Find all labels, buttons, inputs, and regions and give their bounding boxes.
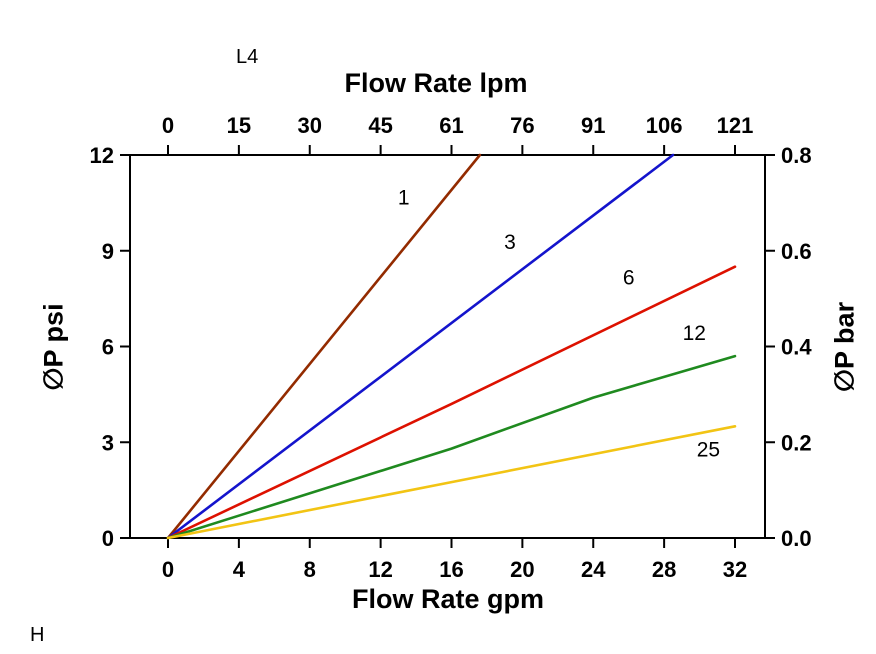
series-label-3: 3 bbox=[504, 231, 516, 254]
bottom-tick-label: 8 bbox=[304, 557, 316, 582]
bottom-tick-label: 0 bbox=[162, 557, 174, 582]
series-label-25: 25 bbox=[697, 439, 720, 462]
top-tick-label: 106 bbox=[646, 113, 683, 138]
bottom-tick-label: 28 bbox=[652, 557, 676, 582]
top-tick-label: 15 bbox=[227, 113, 251, 138]
bottom-tick-label: 24 bbox=[581, 557, 606, 582]
bottom-tick-label: 4 bbox=[233, 557, 246, 582]
series-label-1: 1 bbox=[398, 186, 410, 209]
series-label-6: 6 bbox=[623, 266, 635, 289]
right-tick-label: 0.4 bbox=[781, 335, 812, 360]
top-tick-label: 121 bbox=[717, 113, 754, 138]
left-tick-label: 0 bbox=[102, 526, 114, 551]
left-tick-label: 6 bbox=[102, 335, 114, 360]
series-line-6 bbox=[166, 265, 737, 540]
top-tick-label: 0 bbox=[162, 113, 174, 138]
series-line-12 bbox=[166, 354, 737, 540]
series-line-1 bbox=[166, 153, 482, 540]
top-tick-label: 45 bbox=[368, 113, 392, 138]
left-tick-label: 12 bbox=[90, 143, 114, 168]
bottom-tick-label: 32 bbox=[723, 557, 747, 582]
series-line-3 bbox=[166, 153, 675, 540]
annotation-l4: L4 bbox=[236, 46, 259, 68]
top-tick-label: 91 bbox=[581, 113, 605, 138]
top-tick-label: 76 bbox=[510, 113, 534, 138]
bottom-tick-label: 20 bbox=[510, 557, 534, 582]
left-tick-label: 9 bbox=[102, 239, 114, 264]
top-tick-label: 30 bbox=[298, 113, 322, 138]
series-line-25 bbox=[166, 424, 737, 540]
plot-frame bbox=[129, 154, 766, 539]
bottom-tick-label: 16 bbox=[439, 557, 463, 582]
annotation-h: H bbox=[30, 624, 45, 646]
right-tick-label: 0.6 bbox=[781, 239, 812, 264]
left-tick-label: 3 bbox=[102, 430, 114, 455]
top-axis-title: Flow Rate lpm bbox=[344, 68, 528, 98]
right-tick-label: 0.8 bbox=[781, 143, 812, 168]
series-label-12: 12 bbox=[683, 322, 706, 345]
bottom-axis-title: Flow Rate gpm bbox=[351, 584, 545, 614]
bottom-tick-label: 12 bbox=[368, 557, 392, 582]
right-tick-label: 0.2 bbox=[781, 430, 812, 455]
right-tick-label: 0.0 bbox=[781, 526, 812, 551]
top-tick-label: 61 bbox=[439, 113, 463, 138]
